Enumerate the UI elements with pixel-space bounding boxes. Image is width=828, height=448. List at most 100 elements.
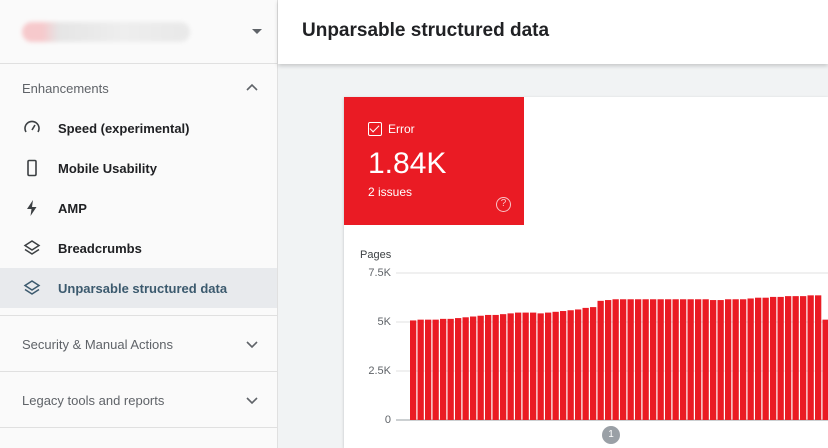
layers-icon	[22, 238, 42, 258]
chart-bar[interactable]	[635, 299, 642, 420]
chart-bar[interactable]	[642, 299, 649, 420]
y-tick-label: 0	[384, 414, 391, 426]
section-enhancements[interactable]: Enhancements	[0, 64, 277, 112]
sidebar-item-label: Speed (experimental)	[58, 120, 190, 136]
chart-bar[interactable]	[807, 295, 814, 420]
chart-bar[interactable]	[620, 299, 627, 420]
chart-bar[interactable]	[515, 312, 522, 420]
chart-bar[interactable]	[590, 307, 597, 420]
chart-bar[interactable]	[800, 296, 807, 420]
chart-bar[interactable]	[477, 315, 484, 420]
pages-chart	[396, 272, 828, 421]
section-security-label: Security & Manual Actions	[22, 336, 174, 352]
divider	[0, 315, 277, 316]
chart-bar[interactable]	[462, 317, 469, 420]
chart-bar[interactable]	[687, 299, 694, 420]
help-icon[interactable]: ?	[496, 197, 511, 212]
sidebar-item-label: Unparsable structured data	[58, 280, 228, 296]
chart-bar[interactable]	[725, 299, 732, 420]
chart-annotation-marker[interactable]: 1	[602, 426, 620, 444]
error-issues-count: 2 issues	[368, 185, 413, 199]
chart-bar[interactable]	[777, 296, 784, 420]
chart-bar[interactable]	[732, 299, 739, 420]
error-summary-tile[interactable]: Error 1.84K 2 issues ?	[344, 97, 524, 225]
error-status-label: Error	[388, 122, 415, 136]
chart-bar[interactable]	[522, 312, 529, 420]
sidebar-item-unparsable-structured-data[interactable]: Unparsable structured data	[0, 268, 277, 308]
divider	[0, 427, 277, 428]
chart-bar[interactable]	[545, 312, 552, 420]
sidebar-item-label: Mobile Usability	[58, 160, 157, 176]
chart-bar[interactable]	[432, 319, 439, 420]
chart-bar[interactable]	[560, 311, 567, 420]
speedometer-icon	[22, 118, 42, 138]
chart-bar[interactable]	[792, 296, 799, 420]
y-tick-label: 5K	[377, 316, 391, 328]
chart-bar[interactable]	[470, 316, 477, 420]
chart-bar[interactable]	[740, 299, 747, 420]
chart-bar[interactable]	[665, 299, 672, 420]
checkbox-checked-icon[interactable]	[368, 122, 382, 136]
sidebar-item-mobile-usability[interactable]: Mobile Usability	[0, 148, 277, 188]
dropdown-caret-icon[interactable]	[252, 29, 262, 34]
sidebar-item-breadcrumbs[interactable]: Breadcrumbs	[0, 228, 277, 268]
chevron-up-icon[interactable]	[245, 81, 259, 95]
chart-bar[interactable]	[755, 297, 762, 420]
chart-bar[interactable]	[507, 313, 514, 420]
sidebar: Enhancements Speed (experimental) Mobile…	[0, 0, 278, 448]
chart-bar[interactable]	[717, 300, 724, 420]
chart-bar[interactable]	[552, 311, 559, 420]
sidebar-item-label: Breadcrumbs	[58, 240, 142, 256]
chart-bar[interactable]	[785, 296, 792, 420]
section-legacy-label: Legacy tools and reports	[22, 392, 165, 408]
chart-bar[interactable]	[627, 299, 634, 420]
chart-bar[interactable]	[747, 298, 754, 420]
chart-bar[interactable]	[425, 319, 432, 420]
chart-bar[interactable]	[417, 319, 424, 420]
chart-bar[interactable]	[537, 313, 544, 420]
section-legacy-tools[interactable]: Legacy tools and reports	[0, 376, 277, 424]
chart-bar[interactable]	[672, 299, 679, 420]
chart-bar[interactable]	[567, 310, 574, 420]
chart-bar[interactable]	[815, 295, 822, 420]
chart-bar[interactable]	[710, 300, 717, 420]
property-selector[interactable]	[0, 0, 277, 64]
chart-bar[interactable]	[612, 299, 619, 420]
section-security-manual-actions[interactable]: Security & Manual Actions	[0, 320, 277, 368]
chart-bar[interactable]	[762, 297, 769, 420]
chart-bar[interactable]	[680, 299, 687, 420]
chart-bar[interactable]	[410, 320, 417, 420]
lightning-icon	[22, 198, 42, 218]
error-count-value: 1.84K	[368, 147, 447, 180]
chart-bar[interactable]	[455, 318, 462, 420]
chart-bar[interactable]	[440, 318, 447, 420]
chart-bar[interactable]	[770, 296, 777, 420]
chart-bar[interactable]	[530, 312, 537, 420]
y-axis-title: Pages	[360, 249, 392, 261]
chart-bar[interactable]	[702, 299, 709, 420]
chart-bar[interactable]	[485, 314, 492, 420]
sidebar-item-speed[interactable]: Speed (experimental)	[0, 108, 277, 148]
chevron-down-icon[interactable]	[245, 337, 259, 351]
chart-bar[interactable]	[500, 314, 507, 420]
chart-bar[interactable]	[575, 309, 582, 420]
sidebar-item-amp[interactable]: AMP	[0, 188, 277, 228]
chart-bar[interactable]	[582, 307, 589, 420]
y-tick-label: 2.5K	[368, 365, 391, 377]
divider	[0, 371, 277, 372]
chart-bar[interactable]	[597, 300, 604, 420]
y-tick-label: 7.5K	[368, 267, 391, 279]
chart-bar[interactable]	[650, 299, 657, 420]
sidebar-item-label: AMP	[58, 200, 87, 216]
chart-bar[interactable]	[695, 299, 702, 420]
chart-bar[interactable]	[605, 300, 612, 420]
page-header: Unparsable structured data	[278, 0, 828, 64]
chart-bar[interactable]	[822, 319, 828, 420]
chevron-down-icon[interactable]	[245, 393, 259, 407]
phone-icon	[22, 158, 42, 178]
chart-bar[interactable]	[657, 299, 664, 420]
layers-icon	[22, 278, 42, 298]
chart-bar[interactable]	[492, 314, 499, 420]
page-title: Unparsable structured data	[302, 20, 550, 41]
chart-bar[interactable]	[447, 318, 454, 420]
